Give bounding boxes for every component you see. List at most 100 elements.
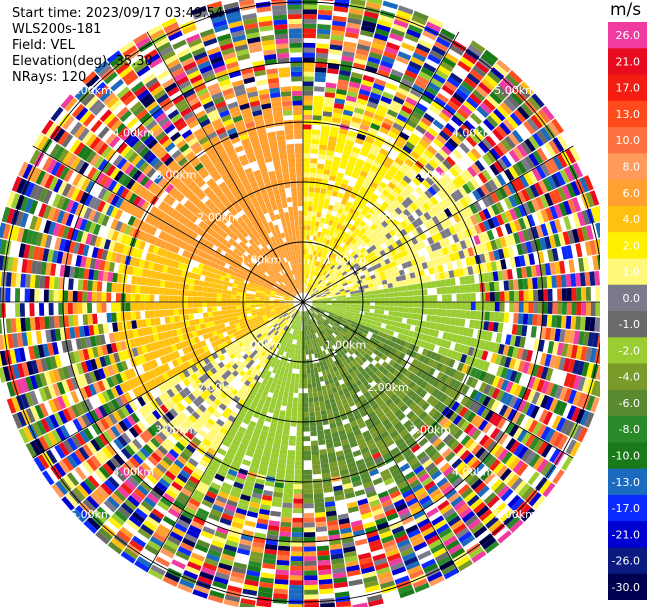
range-gate <box>389 306 395 312</box>
range-gate <box>171 559 186 570</box>
range-gate <box>320 188 327 194</box>
range-gate <box>549 220 558 234</box>
range-gate <box>446 302 452 310</box>
range-gate <box>296 426 303 432</box>
range-gate <box>397 317 403 323</box>
range-gate <box>348 207 356 215</box>
range-gate <box>303 450 311 456</box>
range-gate <box>304 589 319 595</box>
range-gate <box>327 234 332 241</box>
range-gate <box>369 216 377 224</box>
range-gate <box>303 28 317 34</box>
range-gate <box>374 156 384 165</box>
range-gate <box>418 302 423 308</box>
range-gate <box>539 127 552 142</box>
range-gate <box>70 390 80 404</box>
range-gate <box>439 272 446 280</box>
range-gate <box>470 112 483 125</box>
range-gate <box>328 175 336 182</box>
range-gate <box>388 256 395 263</box>
range-gate <box>345 31 359 39</box>
range-gate <box>436 92 449 104</box>
range-gate <box>312 299 318 301</box>
range-gate <box>433 41 449 52</box>
range-gate <box>312 110 323 116</box>
range-gate <box>325 280 331 285</box>
range-gate <box>308 187 315 193</box>
range-gate <box>437 248 445 257</box>
range-gate <box>584 271 591 286</box>
range-gate <box>461 302 467 310</box>
range-gate <box>383 50 397 60</box>
range-gate <box>341 231 348 238</box>
range-gate <box>311 377 316 384</box>
range-gate <box>319 280 324 285</box>
range-gate <box>335 292 341 295</box>
range-gate <box>291 416 297 422</box>
range-gate <box>332 186 340 193</box>
range-gate <box>469 203 478 215</box>
range-gate <box>575 243 583 258</box>
range-gate <box>365 254 372 260</box>
range-gate <box>566 287 572 301</box>
range-gate <box>576 287 582 301</box>
range-gate <box>437 190 447 200</box>
range-gate <box>427 208 436 218</box>
range-gate <box>303 354 306 360</box>
range-gate <box>383 247 391 254</box>
range-gate <box>428 252 436 260</box>
range-gate <box>432 73 446 84</box>
range-gate <box>460 284 466 293</box>
range-gate <box>361 277 367 283</box>
range-gate <box>397 286 404 292</box>
range-gate <box>303 196 309 202</box>
range-gate <box>316 545 330 552</box>
range-gate <box>445 156 456 167</box>
range-gate <box>335 269 341 275</box>
range-gate <box>412 177 422 187</box>
range-gate <box>291 541 303 547</box>
range-gate <box>516 160 527 174</box>
range-gate <box>315 277 319 282</box>
range-gate <box>427 81 441 93</box>
range-gate <box>346 299 351 302</box>
range-gate <box>392 23 407 33</box>
range-gate <box>341 280 347 285</box>
range-gate <box>279 449 288 455</box>
range-gate <box>395 259 402 266</box>
range-gate <box>369 148 379 157</box>
range-gate <box>303 364 307 370</box>
range-gate <box>312 255 316 261</box>
range-gate <box>320 130 330 136</box>
range-gate <box>294 465 303 470</box>
range-gate <box>305 340 308 346</box>
range-gate <box>407 223 416 231</box>
range-gate <box>304 575 318 581</box>
range-gate <box>331 296 337 299</box>
range-gate <box>341 55 354 63</box>
range-gate <box>447 137 459 149</box>
range-gate <box>354 287 360 291</box>
range-gate <box>303 186 309 192</box>
range-gate <box>389 73 402 83</box>
range-gate <box>289 584 303 590</box>
range-gate <box>390 69 404 78</box>
range-gate <box>547 288 553 301</box>
range-gate <box>390 190 399 199</box>
range-gate <box>534 238 543 252</box>
range-gate <box>373 139 383 148</box>
range-gate <box>538 108 551 124</box>
range-gate <box>576 227 585 242</box>
range-gate <box>580 316 586 331</box>
range-gate <box>317 231 322 237</box>
range-gate <box>312 387 318 393</box>
range-gate <box>570 181 581 196</box>
range-gate <box>285 473 294 480</box>
range-gate <box>526 200 536 214</box>
range-gate <box>395 55 410 65</box>
range-gate <box>321 125 330 132</box>
range-gate <box>334 276 340 281</box>
range-gate <box>337 192 344 199</box>
range-gate <box>309 182 315 188</box>
range-gate <box>405 184 415 193</box>
